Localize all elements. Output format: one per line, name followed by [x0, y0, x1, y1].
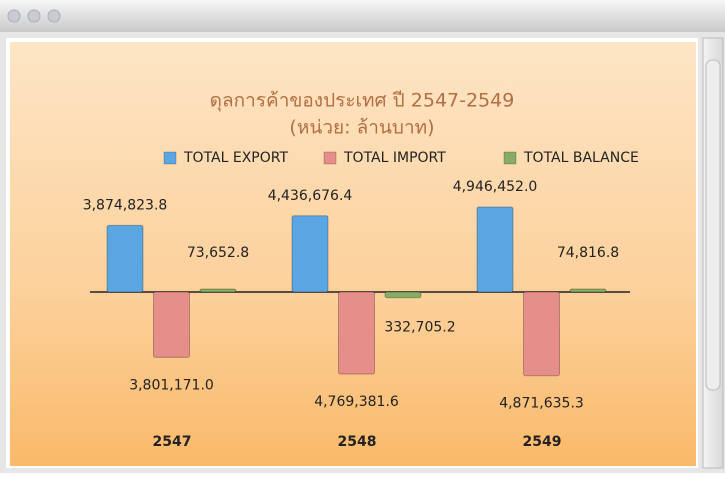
legend-swatch: [503, 151, 517, 165]
category-label: 2547: [153, 434, 192, 450]
value-label: 4,769,381.6: [314, 394, 399, 410]
category-label: 2549: [523, 434, 562, 450]
legend-swatch: [163, 151, 177, 165]
value-label: 4,436,676.4: [268, 188, 353, 204]
legend-label: TOTAL EXPORT: [183, 150, 288, 166]
value-label: 3,801,171.0: [129, 377, 214, 393]
bar: [338, 291, 375, 375]
plot: TOTAL EXPORT TOTAL IMPORT TOTAL BALANCE 254…: [83, 150, 639, 450]
value-label: 74,816.8: [557, 245, 619, 261]
chart-title: ดุลการค้าของประเทศ ปี 2547-2549: [210, 90, 515, 113]
legend-label: TOTAL IMPORT: [343, 150, 446, 166]
chart-subtitle: (หน่วย: ล้านบาท): [289, 117, 434, 139]
value-label: 73,652.8: [187, 245, 249, 261]
value-label: 4,871,635.3: [499, 396, 584, 412]
bar: [523, 291, 560, 377]
window-button[interactable]: [27, 9, 41, 23]
bar: [384, 291, 422, 299]
value-label: 4,946,452.0: [453, 179, 538, 195]
window-button[interactable]: [47, 9, 61, 23]
legend-label: TOTAL BALANCE: [523, 150, 639, 166]
bar: [199, 288, 237, 293]
legend-swatch: [323, 151, 337, 165]
bar: [569, 288, 607, 293]
window-button[interactable]: [7, 9, 21, 23]
bar: [291, 215, 329, 293]
value-label: 332,705.2: [384, 320, 455, 336]
value-label: 3,874,823.8: [83, 197, 168, 213]
bar: [476, 206, 514, 293]
category-label: 2548: [338, 434, 377, 450]
title-bar: [0, 0, 725, 32]
bar: [106, 224, 144, 293]
scroll-thumb[interactable]: [705, 59, 721, 391]
bar: [153, 291, 190, 358]
